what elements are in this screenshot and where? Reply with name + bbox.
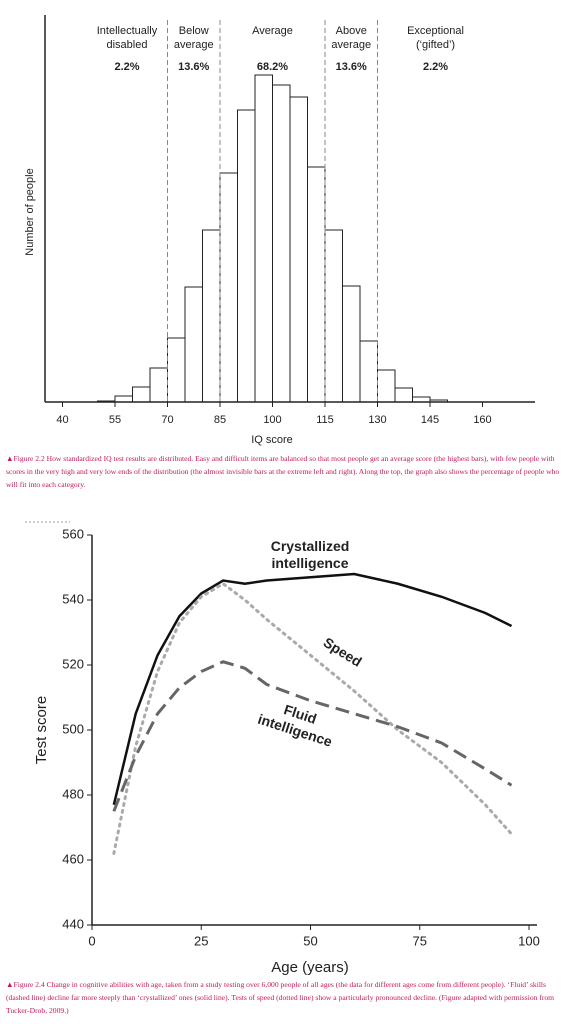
x-tick-label: 25	[194, 933, 208, 948]
x-tick-label: 130	[368, 414, 386, 426]
bar	[167, 337, 186, 403]
bar	[324, 229, 343, 403]
bar	[149, 367, 168, 403]
category-label: average	[174, 39, 214, 51]
category-label: average	[331, 39, 371, 51]
bar	[342, 285, 361, 403]
line-chart: 440 460 480 500 520 540 560 0 25 50 75 100 Crystalli…	[33, 526, 540, 976]
bar	[307, 166, 326, 403]
category-label: (‘gifted’)	[416, 39, 455, 51]
caption: ▲Figure 2.4 Change in cognitive abilitie…	[6, 980, 555, 1015]
x-tick-label: 85	[214, 414, 226, 426]
x-tick-label: 40	[56, 414, 68, 426]
series-label: Crystallized intelligence	[271, 538, 350, 571]
series-line	[112, 581, 514, 855]
bar	[114, 395, 133, 403]
x-tick-label: 50	[303, 933, 317, 948]
bar	[289, 96, 308, 403]
caption-text: Figure 2.4 Change in cognitive abilities…	[6, 980, 555, 1015]
x-tick-label: 100	[263, 414, 281, 426]
caption: ▲Figure 2.2 How standardized IQ test res…	[6, 454, 560, 489]
y-tick-label: 560	[62, 526, 84, 541]
category-percent: 2.2%	[423, 61, 448, 73]
bar	[219, 172, 238, 403]
bar	[272, 84, 291, 403]
category-label: Below	[179, 25, 209, 37]
x-tick-label: 100	[518, 933, 540, 948]
x-tick-label: 0	[88, 933, 95, 948]
bar	[132, 386, 151, 403]
y-tick-label: 540	[62, 591, 84, 606]
y-tick-label: 440	[62, 916, 84, 931]
category-label: Intellectually	[97, 25, 158, 37]
x-tick-label: 70	[161, 414, 173, 426]
x-tick-label: 145	[421, 414, 439, 426]
bar	[394, 387, 413, 403]
bar	[184, 286, 203, 403]
category-label: Average	[252, 25, 293, 37]
x-tick-label: 55	[109, 414, 121, 426]
category-label: Above	[336, 25, 367, 37]
category-percent: 68.2%	[257, 61, 288, 73]
bar	[377, 369, 396, 403]
y-tick-label: 460	[62, 851, 84, 866]
series-label: Fluidintelligence	[256, 694, 340, 749]
category-percent: 13.6%	[178, 61, 209, 73]
category-label: Exceptional	[407, 25, 464, 37]
x-tick-label: 75	[413, 933, 427, 948]
y-tick-label: 520	[62, 656, 84, 671]
histogram-chart: 40 55 70 85 100 115 130 145 160 Intellectually dis…	[24, 15, 535, 446]
bar	[254, 74, 273, 403]
x-tick-label: 115	[316, 414, 334, 426]
category-percent: 2.2%	[114, 61, 139, 73]
x-axis-label: Age (years)	[271, 959, 349, 976]
separator	[25, 521, 70, 523]
x-axis-label: IQ score	[251, 434, 293, 446]
bar	[202, 229, 221, 403]
y-tick-label: 500	[62, 721, 84, 736]
series-line	[112, 572, 513, 806]
x-tick-label: 160	[473, 414, 491, 426]
bar	[359, 340, 378, 403]
series-line	[112, 660, 513, 812]
category-label: disabled	[107, 39, 148, 51]
caption-text: Figure 2.2 How standardized IQ test resu…	[6, 454, 560, 489]
y-tick-label: 480	[62, 786, 84, 801]
y-axis-label: Number of people	[24, 168, 36, 255]
category-percent: 13.6%	[336, 61, 367, 73]
y-axis-label: Test score	[33, 696, 50, 764]
bar	[237, 109, 256, 403]
series-label: Speed	[321, 634, 365, 670]
